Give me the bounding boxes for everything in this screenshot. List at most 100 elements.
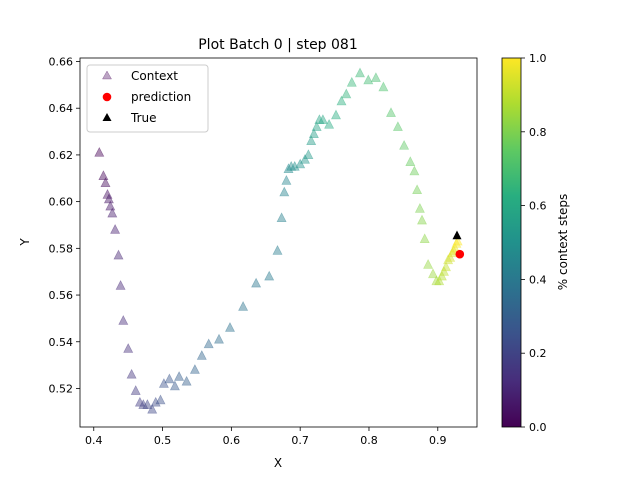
context-point bbox=[214, 333, 224, 344]
context-point bbox=[203, 338, 214, 349]
context-point bbox=[113, 249, 124, 260]
context-point bbox=[434, 275, 445, 286]
y-tick-label: 0.58 bbox=[49, 242, 74, 255]
context-point bbox=[118, 315, 129, 325]
context-point bbox=[174, 371, 185, 381]
colorbar-tick-label: 0.6 bbox=[529, 200, 547, 213]
legend-true-marker bbox=[102, 113, 112, 121]
legend-prediction-label: prediction bbox=[131, 90, 191, 104]
context-point bbox=[336, 95, 347, 106]
context-point bbox=[150, 396, 161, 407]
y-axis: 0.52 0.54 0.56 0.58 0.60 0.62 0.64 0.66 bbox=[49, 56, 80, 395]
x-tick-label: 0.6 bbox=[223, 434, 241, 447]
context-point bbox=[289, 160, 300, 171]
context-point bbox=[311, 121, 322, 131]
context-point bbox=[392, 121, 403, 131]
context-point bbox=[105, 200, 116, 211]
context-point bbox=[428, 268, 438, 279]
context-point bbox=[279, 186, 290, 197]
context-point bbox=[308, 128, 319, 138]
colorbar: 0.0 0.2 0.4 0.6 0.8 1.0 % context steps bbox=[501, 52, 570, 434]
context-point bbox=[147, 403, 158, 414]
context-point bbox=[107, 207, 118, 218]
colorbar-tick-label: 0.4 bbox=[529, 273, 547, 286]
context-point bbox=[181, 375, 192, 386]
context-point bbox=[123, 343, 134, 353]
context-point bbox=[355, 67, 365, 78]
true-point bbox=[452, 230, 462, 240]
context-point bbox=[341, 88, 352, 99]
context-point bbox=[100, 177, 111, 187]
context-point bbox=[189, 364, 200, 374]
context-point bbox=[414, 202, 425, 213]
context-point bbox=[196, 350, 207, 360]
colorbar-tick-label: 0.8 bbox=[529, 126, 547, 139]
context-point bbox=[276, 212, 287, 222]
context-point bbox=[417, 214, 427, 225]
legend: Context prediction True bbox=[86, 64, 209, 133]
legend-frame bbox=[86, 64, 209, 133]
context-point bbox=[448, 245, 459, 255]
context-point bbox=[272, 245, 283, 255]
x-tick-label: 0.4 bbox=[85, 434, 103, 447]
context-point bbox=[164, 373, 175, 384]
context-point bbox=[126, 368, 137, 379]
legend-prediction-marker bbox=[102, 92, 112, 102]
context-point bbox=[110, 224, 121, 234]
legend-context-marker bbox=[102, 70, 112, 80]
colorbar-tick-label: 0.0 bbox=[529, 421, 547, 434]
context-point bbox=[412, 184, 423, 194]
context-point bbox=[450, 242, 460, 253]
context-point bbox=[103, 193, 114, 204]
context-point bbox=[264, 270, 275, 281]
y-tick-label: 0.54 bbox=[49, 336, 74, 349]
context-point bbox=[441, 261, 451, 272]
context-point bbox=[295, 158, 306, 169]
colorbar-ticks: 0.0 0.2 0.4 0.6 0.8 1.0 bbox=[521, 52, 547, 434]
context-point bbox=[314, 114, 325, 124]
y-axis-label: Y bbox=[18, 238, 32, 247]
context-point bbox=[452, 235, 463, 246]
context-point bbox=[283, 163, 294, 173]
context-point bbox=[331, 109, 341, 120]
context-point bbox=[363, 74, 374, 85]
prediction-point bbox=[455, 249, 465, 259]
y-tick-label: 0.52 bbox=[49, 382, 74, 395]
context-point bbox=[300, 153, 310, 164]
context-point bbox=[439, 266, 449, 276]
legend-true-label: True bbox=[130, 111, 157, 125]
context-point bbox=[158, 378, 169, 388]
x-tick-label: 0.9 bbox=[429, 434, 447, 447]
y-tick-label: 0.62 bbox=[49, 149, 74, 162]
context-point bbox=[451, 238, 462, 248]
context-point bbox=[399, 139, 410, 150]
y-tick-label: 0.64 bbox=[49, 102, 74, 115]
colorbar-tick-label: 1.0 bbox=[529, 52, 547, 65]
context-point bbox=[306, 135, 317, 145]
data-marks bbox=[94, 67, 465, 414]
y-tick-label: 0.66 bbox=[49, 56, 74, 69]
context-point bbox=[94, 146, 105, 157]
x-tick-label: 0.5 bbox=[154, 434, 172, 447]
x-tick-label: 0.7 bbox=[291, 434, 309, 447]
context-point bbox=[155, 394, 166, 405]
context-point bbox=[324, 118, 335, 129]
context-point bbox=[443, 254, 454, 265]
context-point bbox=[303, 149, 314, 159]
context-point bbox=[431, 275, 442, 286]
context-point bbox=[286, 160, 297, 171]
context-point bbox=[138, 399, 149, 409]
context-point bbox=[142, 399, 153, 409]
context-point bbox=[436, 270, 447, 281]
context-point bbox=[169, 380, 180, 391]
context-point bbox=[405, 156, 416, 166]
context-point bbox=[370, 72, 381, 82]
colorbar-label: % context steps bbox=[556, 194, 570, 290]
context-point bbox=[238, 301, 249, 311]
context-point bbox=[130, 385, 141, 395]
y-tick-label: 0.56 bbox=[49, 289, 74, 302]
context-point bbox=[346, 76, 357, 87]
context-point bbox=[378, 81, 389, 92]
context-point bbox=[134, 396, 145, 407]
